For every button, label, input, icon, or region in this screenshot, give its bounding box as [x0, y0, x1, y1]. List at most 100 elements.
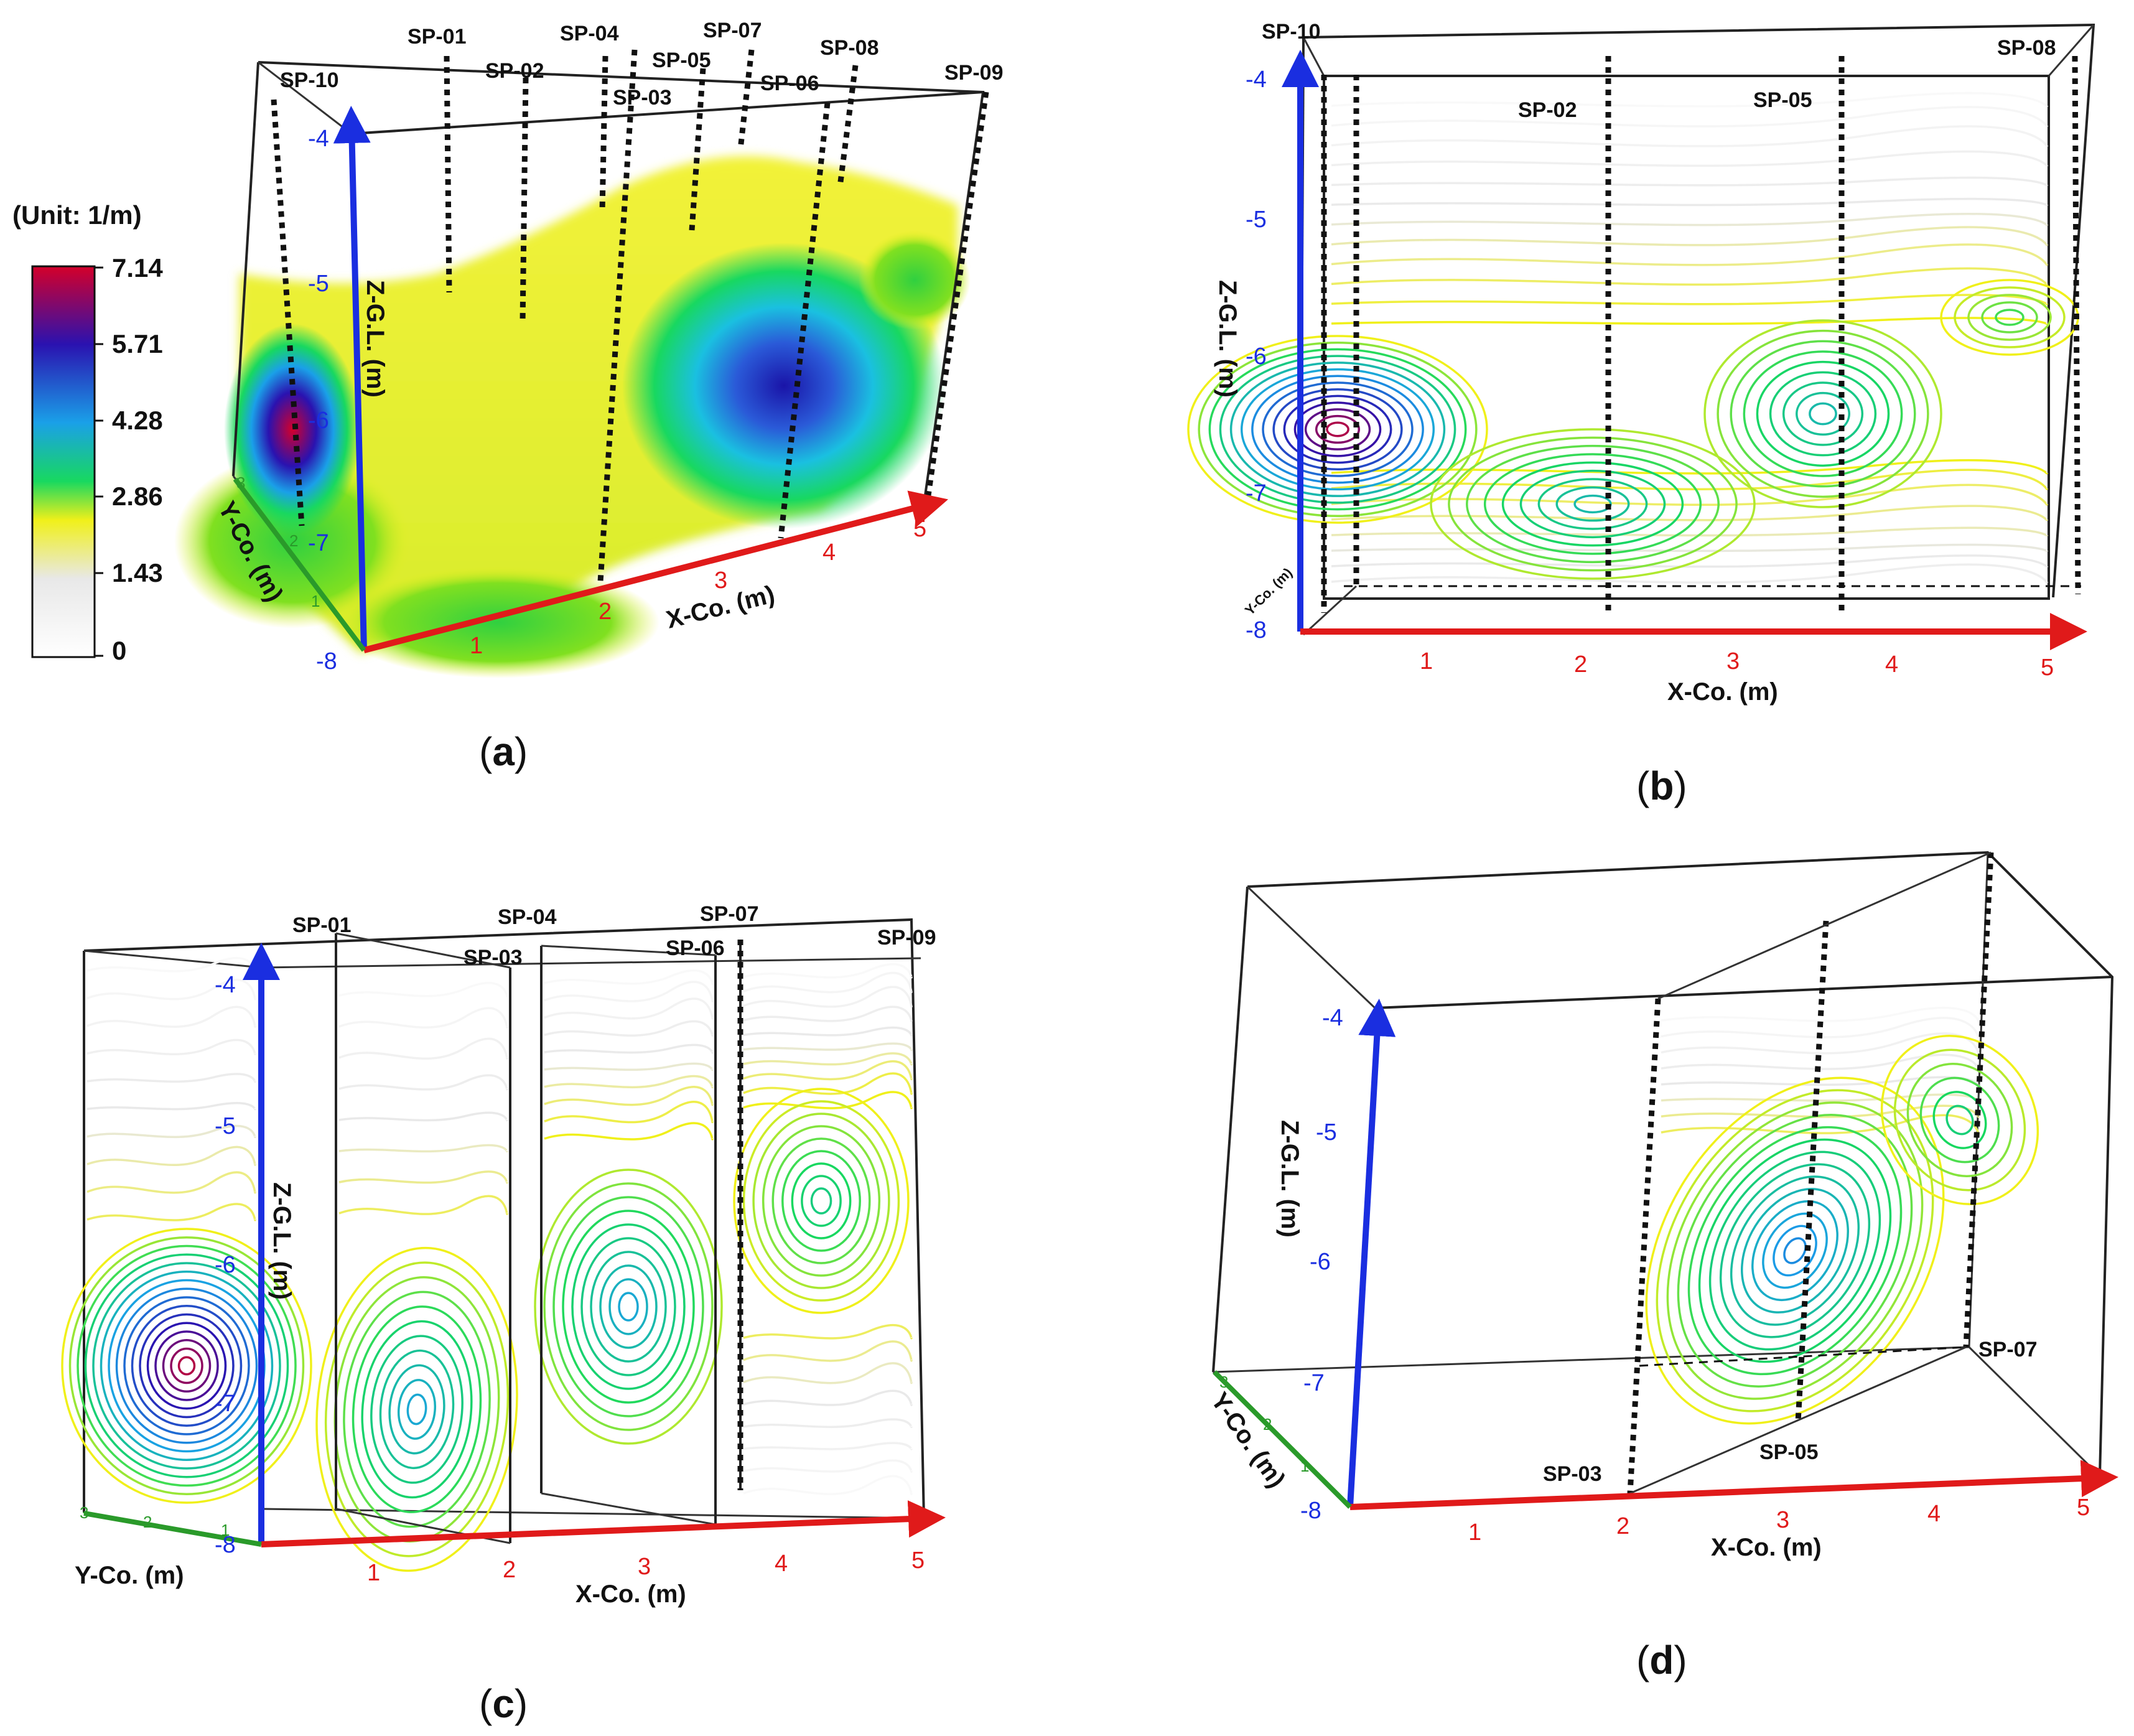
- y-tick: 3: [236, 474, 245, 492]
- panel-a-volume: [174, 156, 971, 678]
- contour-line: [1555, 486, 1630, 522]
- contour-line: [743, 1442, 913, 1450]
- x-tick: 4: [1885, 651, 1898, 678]
- panel-a-boreholes: [271, 49, 989, 582]
- contour-line: [1519, 469, 1666, 539]
- contour-line: [84, 1253, 289, 1478]
- contour-line: [1717, 329, 1929, 498]
- contour-line: [1661, 1017, 1980, 1038]
- z-tick: -8: [215, 1532, 236, 1558]
- z-axis-label: Z-G.L. (m): [268, 1182, 296, 1300]
- y-axis: [233, 477, 366, 652]
- contour-line: [544, 1101, 714, 1124]
- x-axis-label: X-Co. (m): [1667, 678, 1778, 706]
- z-tick: -6: [215, 1252, 236, 1278]
- colorbar-tick: 1.43: [112, 558, 163, 587]
- contour-line: [1331, 150, 2048, 167]
- contour-line: [1967, 294, 2052, 341]
- contour-line: [1272, 388, 1403, 471]
- panel-c-slice-frames: [335, 932, 743, 1544]
- contour-line: [1293, 401, 1382, 457]
- contour-line: [1240, 368, 1435, 491]
- borehole-label: SP-10: [1262, 20, 1321, 44]
- borehole-label: SP-06: [760, 72, 819, 95]
- contour-line: [86, 1203, 256, 1221]
- contour-line: [743, 1052, 913, 1066]
- contour-line: [1229, 362, 1446, 497]
- contour-line: [544, 969, 714, 985]
- contour-line: [1573, 494, 1612, 514]
- contour-line: [743, 1459, 913, 1473]
- contour-line: [1645, 1076, 1945, 1425]
- contour-line: [1782, 381, 1864, 446]
- contour-line: [743, 1475, 913, 1495]
- contour-line: [1326, 421, 1349, 437]
- y-tick: 2: [143, 1513, 152, 1531]
- contour-line: [1661, 1032, 1980, 1055]
- contour-line: [1448, 436, 1738, 572]
- contour-line: [1537, 478, 1648, 530]
- contour-line: [1304, 408, 1371, 450]
- contour-line: [1501, 461, 1684, 547]
- panel-d-box: [1212, 851, 2114, 1507]
- colorbar-tick: 2.86: [112, 482, 163, 511]
- contour-line: [534, 1169, 723, 1445]
- contour-line: [743, 1389, 913, 1406]
- panel-c-axes: -4 -5 -6 -7 -8 1 2 3 4 5 1 2 3 Z-G.L. (m…: [75, 943, 946, 1608]
- contour-line: [1283, 394, 1392, 464]
- contour-line: [379, 1349, 455, 1470]
- contour-line: [544, 1086, 714, 1106]
- contour-line: [406, 1393, 427, 1426]
- contour-line: [1430, 428, 1756, 580]
- contour-line: [618, 1292, 639, 1322]
- panel-d-slice: [1627, 851, 1994, 1495]
- contour-line: [544, 1075, 714, 1089]
- y-tick: 3: [1219, 1373, 1228, 1391]
- contour-line: [86, 1102, 256, 1111]
- contour-line: [733, 1088, 910, 1314]
- contour-line: [1756, 360, 1890, 467]
- contour-line: [1331, 526, 2048, 537]
- contour-line: [810, 1187, 832, 1215]
- contour-line: [743, 1340, 913, 1362]
- z-axis-label: Z-G.L. (m): [1214, 280, 1241, 398]
- borehole-label: SP-04: [560, 22, 619, 45]
- z-tick: -4: [308, 126, 329, 152]
- x-tick: 2: [1574, 651, 1587, 678]
- contour-line: [338, 1144, 508, 1153]
- z-tick: -7: [215, 1391, 236, 1417]
- panel-b-borehole-labels: SP-10 SP-02 SP-05 SP-08: [1262, 20, 2056, 122]
- contour-line: [338, 1007, 508, 1029]
- contour-line: [131, 1305, 243, 1427]
- x-tick: 3: [714, 567, 727, 594]
- panel-caption: (d): [1636, 1638, 1687, 1682]
- contour-line: [1719, 1163, 1871, 1338]
- x-tick: 5: [911, 1547, 925, 1574]
- panel-d-borehole-labels: SP-03 SP-05 SP-07: [1543, 1338, 2038, 1486]
- contour-line: [743, 1362, 913, 1384]
- z-tick: -5: [215, 1113, 236, 1139]
- z-tick: -5: [1246, 207, 1267, 233]
- y-tick: 2: [289, 531, 298, 550]
- contour-line: [1219, 355, 1456, 504]
- panel-b-axes: -4 -5 -6 -7 -8 1 2 3 4 5 Z-G.L. (m) X-Co…: [1214, 50, 2087, 706]
- contour-line: [1954, 286, 2066, 348]
- contour-line: [338, 1037, 508, 1060]
- y-tick: 1: [221, 1521, 230, 1539]
- contour-line: [1703, 319, 1942, 508]
- contour-line: [1331, 563, 2048, 584]
- contour-line: [154, 1330, 219, 1401]
- contour-line: [1208, 348, 1467, 511]
- z-tick: -7: [1246, 480, 1267, 506]
- contour-line: [743, 1072, 913, 1095]
- contour-line: [338, 1170, 508, 1184]
- x-tick: 4: [775, 1551, 788, 1577]
- panel-d: SP-03 SP-05 SP-07 -4 -5 -6 -7 -8 1 2 3 4…: [1206, 851, 2118, 1682]
- contour-line: [1331, 294, 2048, 306]
- contour-line: [1666, 1101, 1924, 1400]
- contour-line: [1769, 371, 1877, 457]
- y-axis: [83, 1511, 262, 1547]
- contour-line: [743, 1324, 913, 1340]
- contour-line: [1945, 1104, 1974, 1136]
- contour-line: [1187, 335, 1488, 524]
